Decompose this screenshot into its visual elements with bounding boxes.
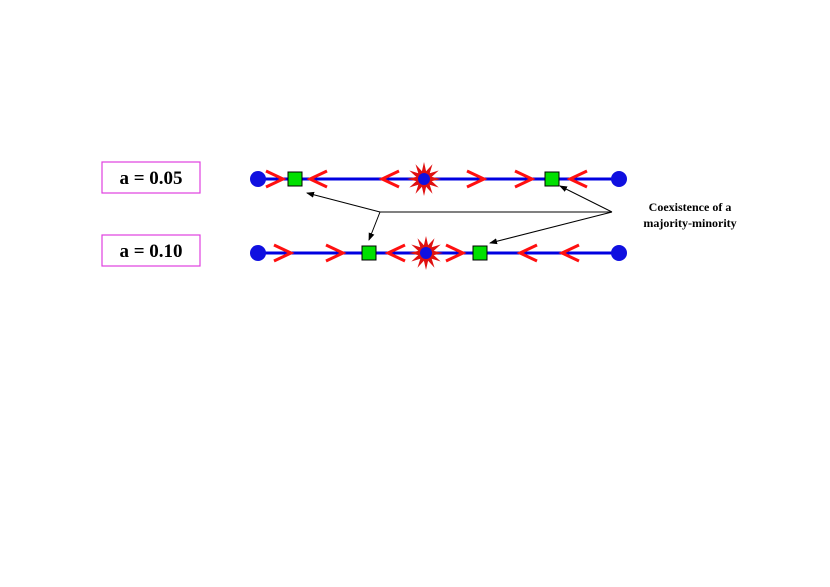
flow-arrow: [516, 243, 538, 263]
stable-point: [287, 171, 303, 187]
flow-arrow: [265, 169, 287, 189]
flow-arrow: [445, 243, 467, 263]
flow-arrow: [566, 169, 588, 189]
annotation: majority-minority: [643, 216, 736, 230]
arrow: [306, 191, 381, 213]
fixed-point: [418, 173, 430, 185]
flow-arrow: [378, 169, 400, 189]
stable-point: [472, 245, 488, 261]
annotation: Coexistence of a: [649, 200, 732, 214]
label: a = 0.05: [119, 168, 182, 189]
endpoint: [250, 245, 266, 261]
flow-arrow: [273, 243, 295, 263]
stable-point: [361, 245, 377, 261]
label-box: [101, 234, 201, 267]
endpoint: [250, 171, 266, 187]
flow-arrow: [514, 169, 536, 189]
endpoint: [611, 245, 627, 261]
annotation-arrows: [306, 185, 613, 245]
flow-arrow: [306, 169, 328, 189]
endpoint: [611, 171, 627, 187]
arrow: [489, 211, 613, 245]
flow-arrow: [558, 243, 580, 263]
arrow: [559, 185, 613, 213]
stable-point: [544, 171, 560, 187]
label: a = 0.10: [119, 241, 182, 262]
flow-arrow: [325, 243, 347, 263]
label-box: [101, 161, 201, 194]
fixed-point: [420, 247, 432, 259]
flow-arrow: [466, 169, 488, 189]
phase-lines: [250, 162, 627, 270]
arrow: [368, 211, 381, 241]
flow-arrow: [384, 243, 406, 263]
